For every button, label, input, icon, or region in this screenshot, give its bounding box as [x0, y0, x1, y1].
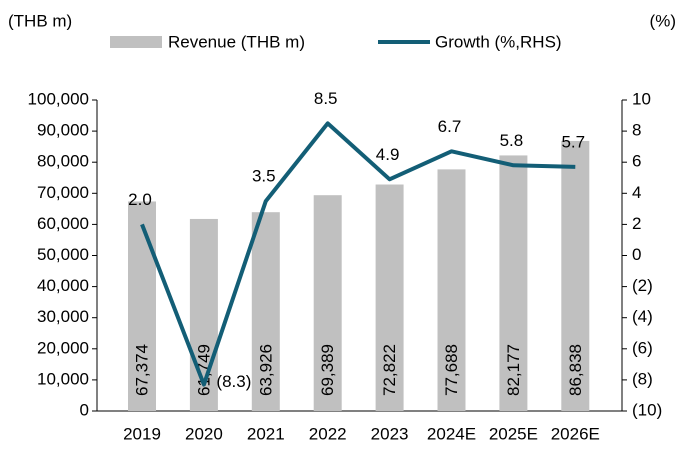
bar — [313, 195, 342, 411]
y-tick-label: 10,000 — [37, 369, 89, 388]
y2-tick-label: 6 — [632, 152, 641, 171]
x-tick-label: 2025E — [489, 424, 538, 443]
legend-swatch — [110, 36, 162, 48]
y2-tick-label: 0 — [632, 245, 641, 264]
y2-tick-label: (8) — [632, 369, 653, 388]
y-tick-label: 50,000 — [37, 245, 89, 264]
line-value-label: 4.9 — [376, 145, 400, 164]
x-tick-label: 2019 — [123, 424, 161, 443]
line-value-label: 5.8 — [500, 131, 524, 150]
bar-value-label: 63,926 — [256, 344, 275, 396]
y-axis-label: (THB m) — [8, 11, 72, 30]
legend-label: Growth (%,RHS) — [435, 32, 562, 51]
line-value-label: 5.7 — [561, 132, 585, 151]
bar-value-label: 61,749 — [194, 344, 213, 396]
bar-value-label: 77,688 — [442, 344, 461, 396]
bar — [375, 184, 404, 411]
line-value-label: 2.0 — [128, 190, 152, 209]
y2-tick-label: 2 — [632, 214, 641, 233]
y2-tick-label: (10) — [632, 400, 662, 419]
y2-tick-label: 10 — [632, 89, 651, 108]
y-tick-label: 0 — [80, 400, 89, 419]
y-tick-label: 40,000 — [37, 276, 89, 295]
y-tick-label: 90,000 — [37, 121, 89, 140]
bar — [499, 155, 528, 411]
y-tick-label: 80,000 — [37, 152, 89, 171]
y-tick-label: 70,000 — [37, 183, 89, 202]
y2-tick-label: 4 — [632, 183, 641, 202]
x-tick-label: 2026E — [551, 424, 600, 443]
bar — [437, 169, 466, 411]
line-value-label: 3.5 — [252, 167, 276, 186]
y2-axis-label: (%) — [650, 11, 676, 30]
x-tick-label: 2023 — [371, 424, 409, 443]
bar — [561, 140, 590, 411]
y2-tick-label: (6) — [632, 338, 653, 357]
bar-value-label: 67,374 — [132, 344, 151, 396]
legend-label: Revenue (THB m) — [168, 32, 305, 51]
y2-tick-label: 8 — [632, 121, 641, 140]
y-tick-label: 20,000 — [37, 338, 89, 357]
line-value-label: 8.5 — [314, 89, 338, 108]
x-tick-label: 2021 — [247, 424, 285, 443]
line-value-label: (8.3) — [216, 372, 251, 391]
line-value-label: 6.7 — [438, 117, 462, 136]
bar-value-label: 86,838 — [566, 344, 585, 396]
x-tick-label: 2020 — [185, 424, 223, 443]
x-tick-label: 2024E — [427, 424, 476, 443]
y-tick-label: 100,000 — [28, 89, 89, 108]
bar — [128, 201, 156, 411]
y-tick-label: 60,000 — [37, 214, 89, 233]
y-tick-label: 30,000 — [37, 307, 89, 326]
bar-value-label: 72,822 — [380, 344, 399, 396]
y2-tick-label: (2) — [632, 276, 653, 295]
bar-value-label: 69,389 — [318, 344, 337, 396]
y2-tick-label: (4) — [632, 307, 653, 326]
x-tick-label: 2022 — [309, 424, 347, 443]
bar-value-label: 82,177 — [504, 344, 523, 396]
growth-line — [140, 121, 576, 387]
bar — [251, 212, 280, 411]
